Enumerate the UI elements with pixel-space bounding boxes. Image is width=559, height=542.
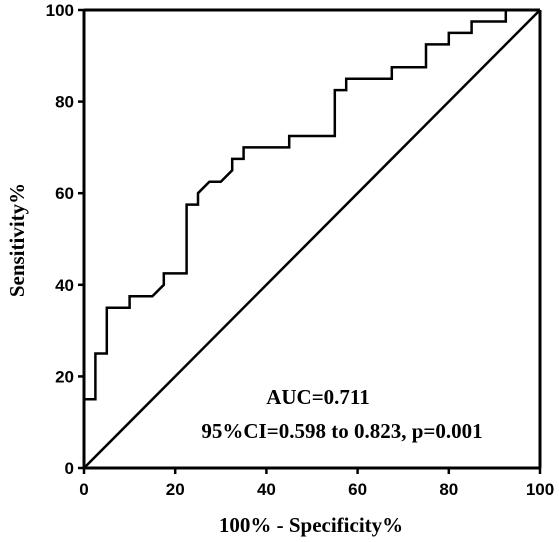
x-tick-label: 60 xyxy=(348,480,367,499)
x-tick-label: 0 xyxy=(79,480,88,499)
x-tick-label: 100 xyxy=(526,480,554,499)
y-axis-title: Sensitivity% xyxy=(5,183,29,297)
roc-curve xyxy=(84,8,540,401)
y-tick-label: 100 xyxy=(46,1,74,20)
y-tick-label: 80 xyxy=(55,93,74,112)
y-tick-label: 60 xyxy=(55,184,74,203)
x-tick-layer: 0 20 40 60 80 100 xyxy=(79,468,554,499)
y-tick-label: 20 xyxy=(55,367,74,386)
x-tick-label: 20 xyxy=(166,480,185,499)
x-tick-label: 80 xyxy=(439,480,458,499)
y-tick-layer: 0 20 40 60 80 100 xyxy=(46,1,84,478)
reference-diagonal-line xyxy=(83,9,541,469)
plot-frame xyxy=(82,8,542,470)
auc-annotation: AUC=0.711 xyxy=(266,385,370,409)
x-tick-label: 40 xyxy=(257,480,276,499)
reference-line-layer xyxy=(83,9,541,469)
x-axis-title: 100% - Specificity% xyxy=(219,513,403,537)
y-tick-label: 0 xyxy=(65,459,74,478)
ci-annotation: 95%CI=0.598 to 0.823, p=0.001 xyxy=(201,419,482,443)
roc-curve-layer xyxy=(84,8,540,401)
y-tick-label: 40 xyxy=(55,276,74,295)
